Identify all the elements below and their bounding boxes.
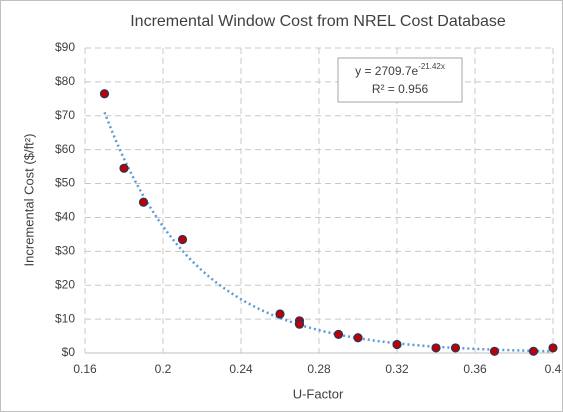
data-point bbox=[548, 343, 558, 353]
data-point bbox=[177, 234, 188, 245]
data-point bbox=[333, 329, 344, 339]
data-point bbox=[353, 333, 363, 343]
data-point bbox=[450, 343, 461, 353]
y-tick-label: $20 bbox=[55, 277, 75, 291]
y-tick-label: $70 bbox=[55, 108, 75, 122]
y-tick-label: $60 bbox=[55, 142, 75, 156]
y-axis-label: Incremental Cost ($/ft²) bbox=[21, 134, 36, 267]
equation-base: y = 2709.7e bbox=[355, 64, 418, 78]
x-tick-label: 0.36 bbox=[463, 362, 487, 376]
data-point bbox=[431, 343, 441, 353]
x-tick-label: 0.4 bbox=[545, 362, 562, 376]
x-tick-label: 0.28 bbox=[307, 362, 331, 376]
x-tick-label: 0.2 bbox=[155, 362, 172, 376]
y-tick-label: $40 bbox=[55, 210, 75, 224]
x-tick-label: 0.32 bbox=[385, 362, 409, 376]
data-point bbox=[275, 309, 285, 319]
equation-exponent: -21.42x bbox=[418, 62, 445, 71]
y-tick-label: $10 bbox=[55, 311, 75, 325]
data-point bbox=[138, 197, 149, 207]
y-tick-label: $30 bbox=[55, 244, 75, 258]
y-tick-label: $90 bbox=[55, 40, 75, 54]
r-squared: R² = 0.956 bbox=[372, 82, 429, 96]
trendline-equation: y = 2709.7e-21.42x bbox=[355, 62, 445, 78]
equation-box bbox=[337, 57, 463, 103]
x-axis-label: U-Factor bbox=[293, 386, 344, 401]
trendline bbox=[103, 111, 554, 353]
y-tick-label: $50 bbox=[55, 176, 75, 190]
x-tick-label: 0.16 bbox=[73, 362, 97, 376]
chart-title: Incremental Window Cost from NREL Cost D… bbox=[130, 13, 506, 30]
y-tick-label: $80 bbox=[55, 74, 75, 88]
data-point bbox=[489, 346, 500, 356]
y-tick-label: $0 bbox=[62, 345, 76, 359]
data-point bbox=[528, 346, 539, 356]
data-point bbox=[392, 339, 402, 350]
data-point bbox=[99, 89, 110, 99]
data-point bbox=[294, 319, 305, 329]
data-point bbox=[119, 163, 129, 173]
x-tick-label: 0.24 bbox=[229, 362, 253, 376]
